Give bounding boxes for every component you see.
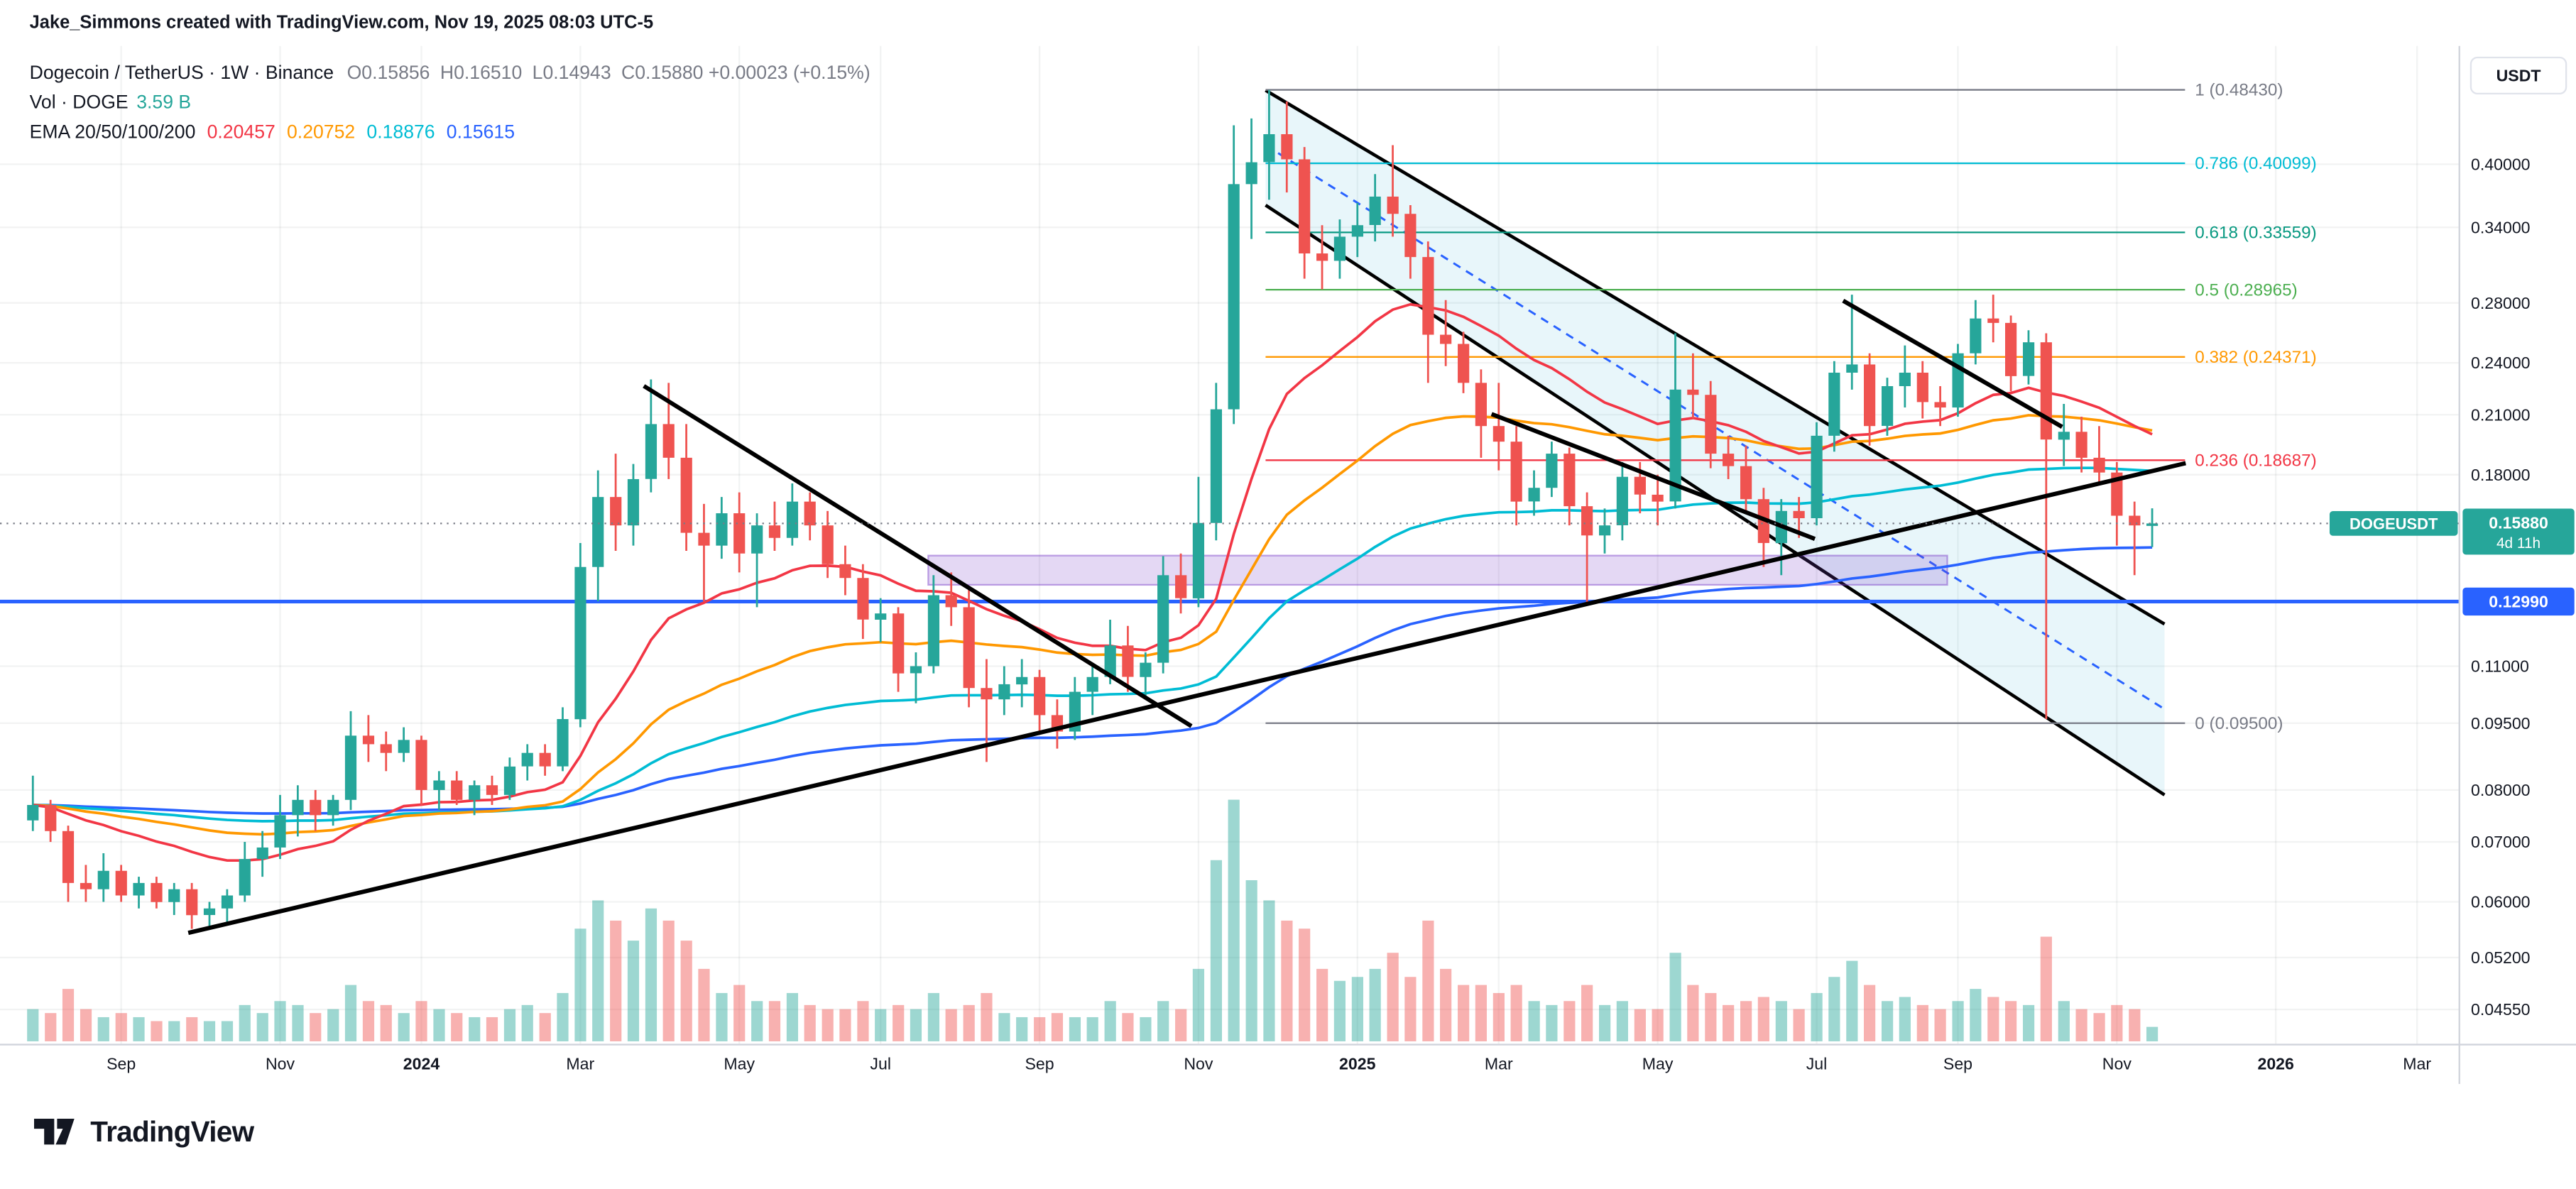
svg-text:4d 11h: 4d 11h [2496, 535, 2540, 552]
svg-text:2025: 2025 [1339, 1054, 1376, 1073]
svg-text:0.21000: 0.21000 [2471, 405, 2531, 424]
svg-text:0.5 (0.28965): 0.5 (0.28965) [2195, 280, 2297, 300]
svg-text:0.24000: 0.24000 [2471, 354, 2531, 372]
ohlc-values: O0.15856 H0.16510 L0.14943 C0.15880 +0.0… [346, 64, 871, 84]
svg-text:May: May [724, 1054, 755, 1073]
chart-canvas[interactable]: 1 (0.48430) 0.786 (0.40099) 0.618 (0.33559… [0, 0, 2576, 1085]
svg-text:0.15880: 0.15880 [2489, 513, 2548, 532]
change-value: +0.00023 (+0.15%) [708, 64, 871, 84]
svg-text:0.05200: 0.05200 [2471, 948, 2531, 967]
alert-price-badge: 0.12990 [2462, 587, 2575, 616]
descending-2024-trendline [643, 384, 1193, 728]
symbol-price-tag: DOGEUSDT [2329, 511, 2458, 536]
svg-text:Jul: Jul [870, 1054, 891, 1073]
ema-20-line [33, 302, 2153, 862]
svg-text:2026: 2026 [2257, 1054, 2294, 1073]
svg-text:Nov: Nov [1184, 1054, 1213, 1073]
svg-text:0.28000: 0.28000 [2471, 294, 2531, 312]
svg-text:0.04550: 0.04550 [2471, 1000, 2531, 1019]
ema50-value: 0.20752 [287, 123, 356, 143]
svg-text:0.236 (0.18687): 0.236 (0.18687) [2195, 451, 2316, 470]
svg-text:0.08000: 0.08000 [2471, 781, 2531, 799]
ascending-support-trendline [187, 461, 2186, 936]
svg-text:Nov: Nov [266, 1054, 295, 1073]
svg-text:0.06000: 0.06000 [2471, 893, 2531, 911]
ema20-value: 0.20457 [207, 123, 275, 143]
volume-legend-row[interactable]: Vol · DOGE 3.59 B [30, 89, 871, 119]
svg-text:Mar: Mar [2403, 1054, 2431, 1073]
symbol-title: Dogecoin / TetherUS · 1W · Binance [29, 64, 334, 84]
ema100-value: 0.18876 [366, 123, 435, 143]
mid-2025-resistance-trendline [1490, 412, 1816, 541]
svg-text:0.09500: 0.09500 [2471, 714, 2531, 733]
candles-layer [27, 89, 2159, 929]
svg-text:0.618 (0.33559): 0.618 (0.33559) [2195, 224, 2316, 243]
svg-text:Sep: Sep [107, 1054, 136, 1073]
svg-text:Jul: Jul [1806, 1054, 1828, 1073]
last-price-badge: 0.15880 4d 11h [2462, 508, 2575, 555]
time-axis[interactable]: Sep Nov 2024 Mar May Jul Sep Nov 2025 Mar May Jul Se… [107, 1054, 2431, 1073]
svg-text:0.786 (0.40099): 0.786 (0.40099) [2195, 154, 2316, 173]
late-2025-resistance-trendline [1842, 299, 2063, 429]
svg-text:DOGEUSDT: DOGEUSDT [2349, 515, 2438, 532]
tradingview-wordmark: TradingView [90, 1115, 254, 1149]
chart-legend: Dogecoin / TetherUS · 1W · Binance O0.15… [30, 59, 871, 148]
svg-text:0.07000: 0.07000 [2471, 833, 2531, 851]
price-axis[interactable]: 0.40000 0.34000 0.28000 0.24000 0.21000 0.180… [2471, 155, 2531, 1019]
svg-text:0.18000: 0.18000 [2471, 466, 2531, 484]
svg-text:Mar: Mar [566, 1054, 594, 1073]
svg-text:Mar: Mar [1485, 1054, 1513, 1073]
svg-text:1 (0.48430): 1 (0.48430) [2195, 81, 2283, 100]
svg-text:0.34000: 0.34000 [2471, 218, 2531, 236]
volume-layer [27, 799, 2159, 1041]
svg-text:2024: 2024 [403, 1054, 440, 1073]
currency-usdt-button[interactable]: USDT [2469, 56, 2567, 95]
ema-200-line [33, 546, 2153, 815]
attribution-text: Jake_Simmons created with TradingView.co… [29, 13, 654, 33]
volume-value: 3.59 B [136, 93, 192, 114]
svg-text:Nov: Nov [2102, 1054, 2132, 1073]
symbol-legend-row[interactable]: Dogecoin / TetherUS · 1W · Binance O0.15… [30, 59, 871, 89]
fib-retracement-drawing: 1 (0.48430) 0.786 (0.40099) 0.618 (0.33559… [1265, 81, 2317, 733]
ema-50-line [33, 414, 2153, 836]
tradingview-footer[interactable]: TradingView [30, 1107, 254, 1156]
svg-text:0.12990: 0.12990 [2489, 593, 2548, 611]
svg-text:Sep: Sep [1025, 1054, 1054, 1073]
ema-legend-row[interactable]: EMA 20/50/100/200 0.20457 0.20752 0.1887… [30, 119, 871, 148]
volume-title: Vol · DOGE [29, 93, 129, 114]
tradingview-logo-icon [34, 1118, 75, 1145]
svg-text:May: May [1642, 1054, 1674, 1073]
svg-text:0.382 (0.24371): 0.382 (0.24371) [2195, 348, 2316, 367]
trendlines-layer [187, 299, 2186, 936]
svg-text:0 (0.09500): 0 (0.09500) [2195, 714, 2283, 733]
support-zone-rectangle [927, 554, 1948, 586]
ema-title: EMA 20/50/100/200 [29, 123, 196, 143]
svg-text:Sep: Sep [1943, 1054, 1972, 1073]
svg-text:USDT: USDT [2496, 67, 2541, 85]
ema200-value: 0.15615 [446, 123, 515, 143]
svg-text:0.40000: 0.40000 [2471, 155, 2531, 173]
svg-text:0.11000: 0.11000 [2471, 657, 2529, 676]
